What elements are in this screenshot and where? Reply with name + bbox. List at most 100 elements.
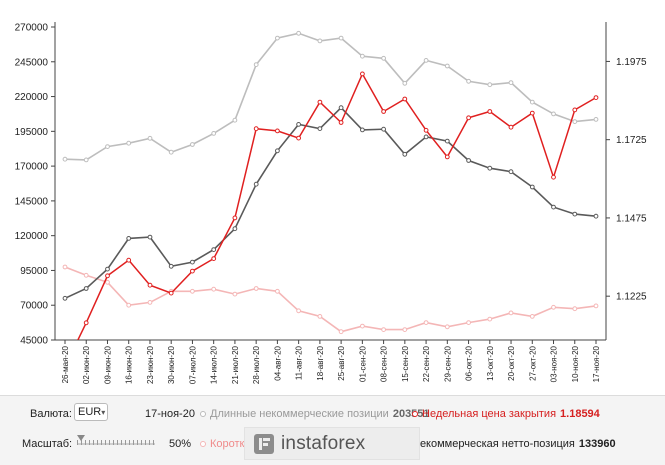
x-tick-label: 03-ноя-20	[550, 345, 559, 382]
data-point-short-positions	[423, 320, 429, 326]
x-tick-label: 29-сен-20	[443, 345, 452, 382]
left-tick-label: 245000	[15, 57, 49, 68]
legend-long-value: 203551	[393, 408, 430, 420]
data-point-close-price	[253, 126, 259, 132]
data-point-net-position	[466, 158, 472, 163]
data-point-long-positions	[593, 117, 599, 122]
series-line-short-positions	[64, 266, 597, 333]
legend-marker-icon	[200, 411, 206, 417]
data-point-short-positions	[62, 264, 68, 270]
data-point-long-positions	[190, 142, 195, 147]
x-tick-label: 06-окт-20	[465, 345, 474, 380]
data-point-close-price	[83, 320, 89, 326]
scale-label: Масштаб:	[22, 438, 73, 450]
report-date: 17-ноя-20	[145, 408, 195, 420]
data-point-close-price	[126, 257, 132, 263]
x-tick-label: 22-сен-20	[422, 345, 431, 382]
x-tick-label: 25-авг-20	[337, 345, 346, 380]
data-point-net-position	[190, 259, 195, 265]
legend-marker-icon	[200, 441, 206, 447]
data-point-net-position	[232, 226, 238, 232]
left-tick-label: 70000	[20, 301, 48, 312]
data-point-close-price	[211, 256, 217, 262]
data-point-long-positions	[147, 135, 153, 141]
data-point-short-positions	[253, 286, 259, 291]
right-tick-label: 1.1475	[616, 213, 647, 224]
data-point-net-position	[275, 148, 280, 154]
x-tick-label: 27-окт-20	[528, 345, 537, 380]
data-point-long-positions	[105, 144, 110, 150]
currency-select[interactable]: EUR ▾	[74, 403, 108, 421]
data-point-net-position	[338, 105, 344, 111]
data-point-long-positions	[275, 35, 280, 41]
legend-close-price[interactable]: Недельная цена закрытия 1.18594	[412, 408, 600, 420]
x-tick-label: 02-июн-20	[82, 345, 91, 384]
data-point-net-position	[296, 122, 302, 127]
x-tick-label: 04-авг-20	[273, 345, 282, 380]
x-tick-label: 11-авг-20	[295, 345, 304, 380]
data-point-short-positions	[105, 279, 110, 285]
slider-thumb[interactable]	[77, 435, 85, 441]
x-tick-label: 21-июл-20	[231, 345, 240, 384]
scale-slider[interactable]	[77, 435, 155, 450]
left-tick-label: 45000	[20, 336, 48, 347]
data-point-long-positions	[338, 35, 344, 41]
left-tick-label: 195000	[15, 127, 49, 138]
right-tick-label: 1.1225	[616, 292, 647, 303]
data-point-net-position	[508, 169, 514, 175]
data-point-long-positions	[360, 53, 365, 59]
x-tick-label: 16-июн-20	[125, 345, 134, 384]
legend-short-positions[interactable]: Коротки	[200, 438, 251, 450]
data-point-close-price	[593, 95, 599, 100]
data-point-close-price	[105, 273, 110, 279]
series-line-net-position	[64, 106, 597, 300]
data-point-net-position	[168, 263, 174, 269]
data-point-short-positions	[190, 288, 195, 294]
data-point-net-position	[381, 126, 387, 132]
data-point-net-position	[529, 184, 535, 190]
series-line-long-positions	[64, 32, 597, 161]
data-point-close-price	[508, 124, 514, 130]
legend-net-value: 133960	[578, 438, 616, 450]
data-point-net-position	[253, 181, 259, 187]
data-point-long-positions	[211, 131, 217, 136]
x-tick-label: 10-ноя-20	[571, 345, 580, 382]
data-point-long-positions	[296, 30, 302, 36]
data-point-short-positions	[508, 310, 514, 316]
x-tick-label: 30-июн-20	[167, 345, 176, 384]
data-point-long-positions	[402, 80, 408, 86]
instaforex-logo-icon	[254, 433, 274, 454]
data-point-close-price	[487, 109, 493, 114]
data-point-net-position	[423, 134, 429, 140]
left-tick-label: 170000	[15, 162, 49, 173]
data-point-short-positions	[529, 314, 535, 319]
data-point-long-positions	[529, 99, 535, 105]
data-point-close-price	[529, 110, 535, 116]
legend-long-positions[interactable]: Длинные некоммерческие позиции 203551	[200, 408, 430, 420]
data-point-net-position	[83, 286, 89, 291]
data-point-net-position	[211, 247, 217, 253]
data-point-long-positions	[381, 55, 387, 61]
data-point-long-positions	[423, 58, 429, 63]
cot-chart: 270000 245000 220000 195000 170000 145000 1200…	[15, 22, 647, 384]
data-point-long-positions	[253, 62, 259, 67]
x-tick-label: 17-ноя-20	[592, 345, 601, 382]
x-tick-label: 01-сен-20	[358, 345, 367, 382]
series-group	[62, 30, 599, 340]
data-point-net-position	[360, 127, 365, 133]
x-tick-label: 07-июл-20	[188, 345, 197, 384]
data-point-long-positions	[232, 117, 238, 123]
data-point-net-position	[593, 213, 599, 219]
x-tick-label: 08-сен-20	[380, 345, 389, 382]
data-point-net-position	[551, 204, 556, 210]
data-point-short-positions	[381, 327, 387, 333]
right-tick-label: 1.1725	[616, 135, 647, 146]
watermark-text: instaforex	[281, 432, 366, 454]
data-point-close-price	[551, 174, 556, 180]
data-point-short-positions	[444, 324, 450, 330]
data-point-short-positions	[296, 308, 302, 314]
legend-net-position[interactable]: Некоммерческая нетто-позиция 133960	[412, 438, 616, 450]
currency-value: EUR	[78, 406, 102, 418]
data-point-long-positions	[126, 140, 132, 146]
data-point-long-positions	[572, 119, 578, 124]
